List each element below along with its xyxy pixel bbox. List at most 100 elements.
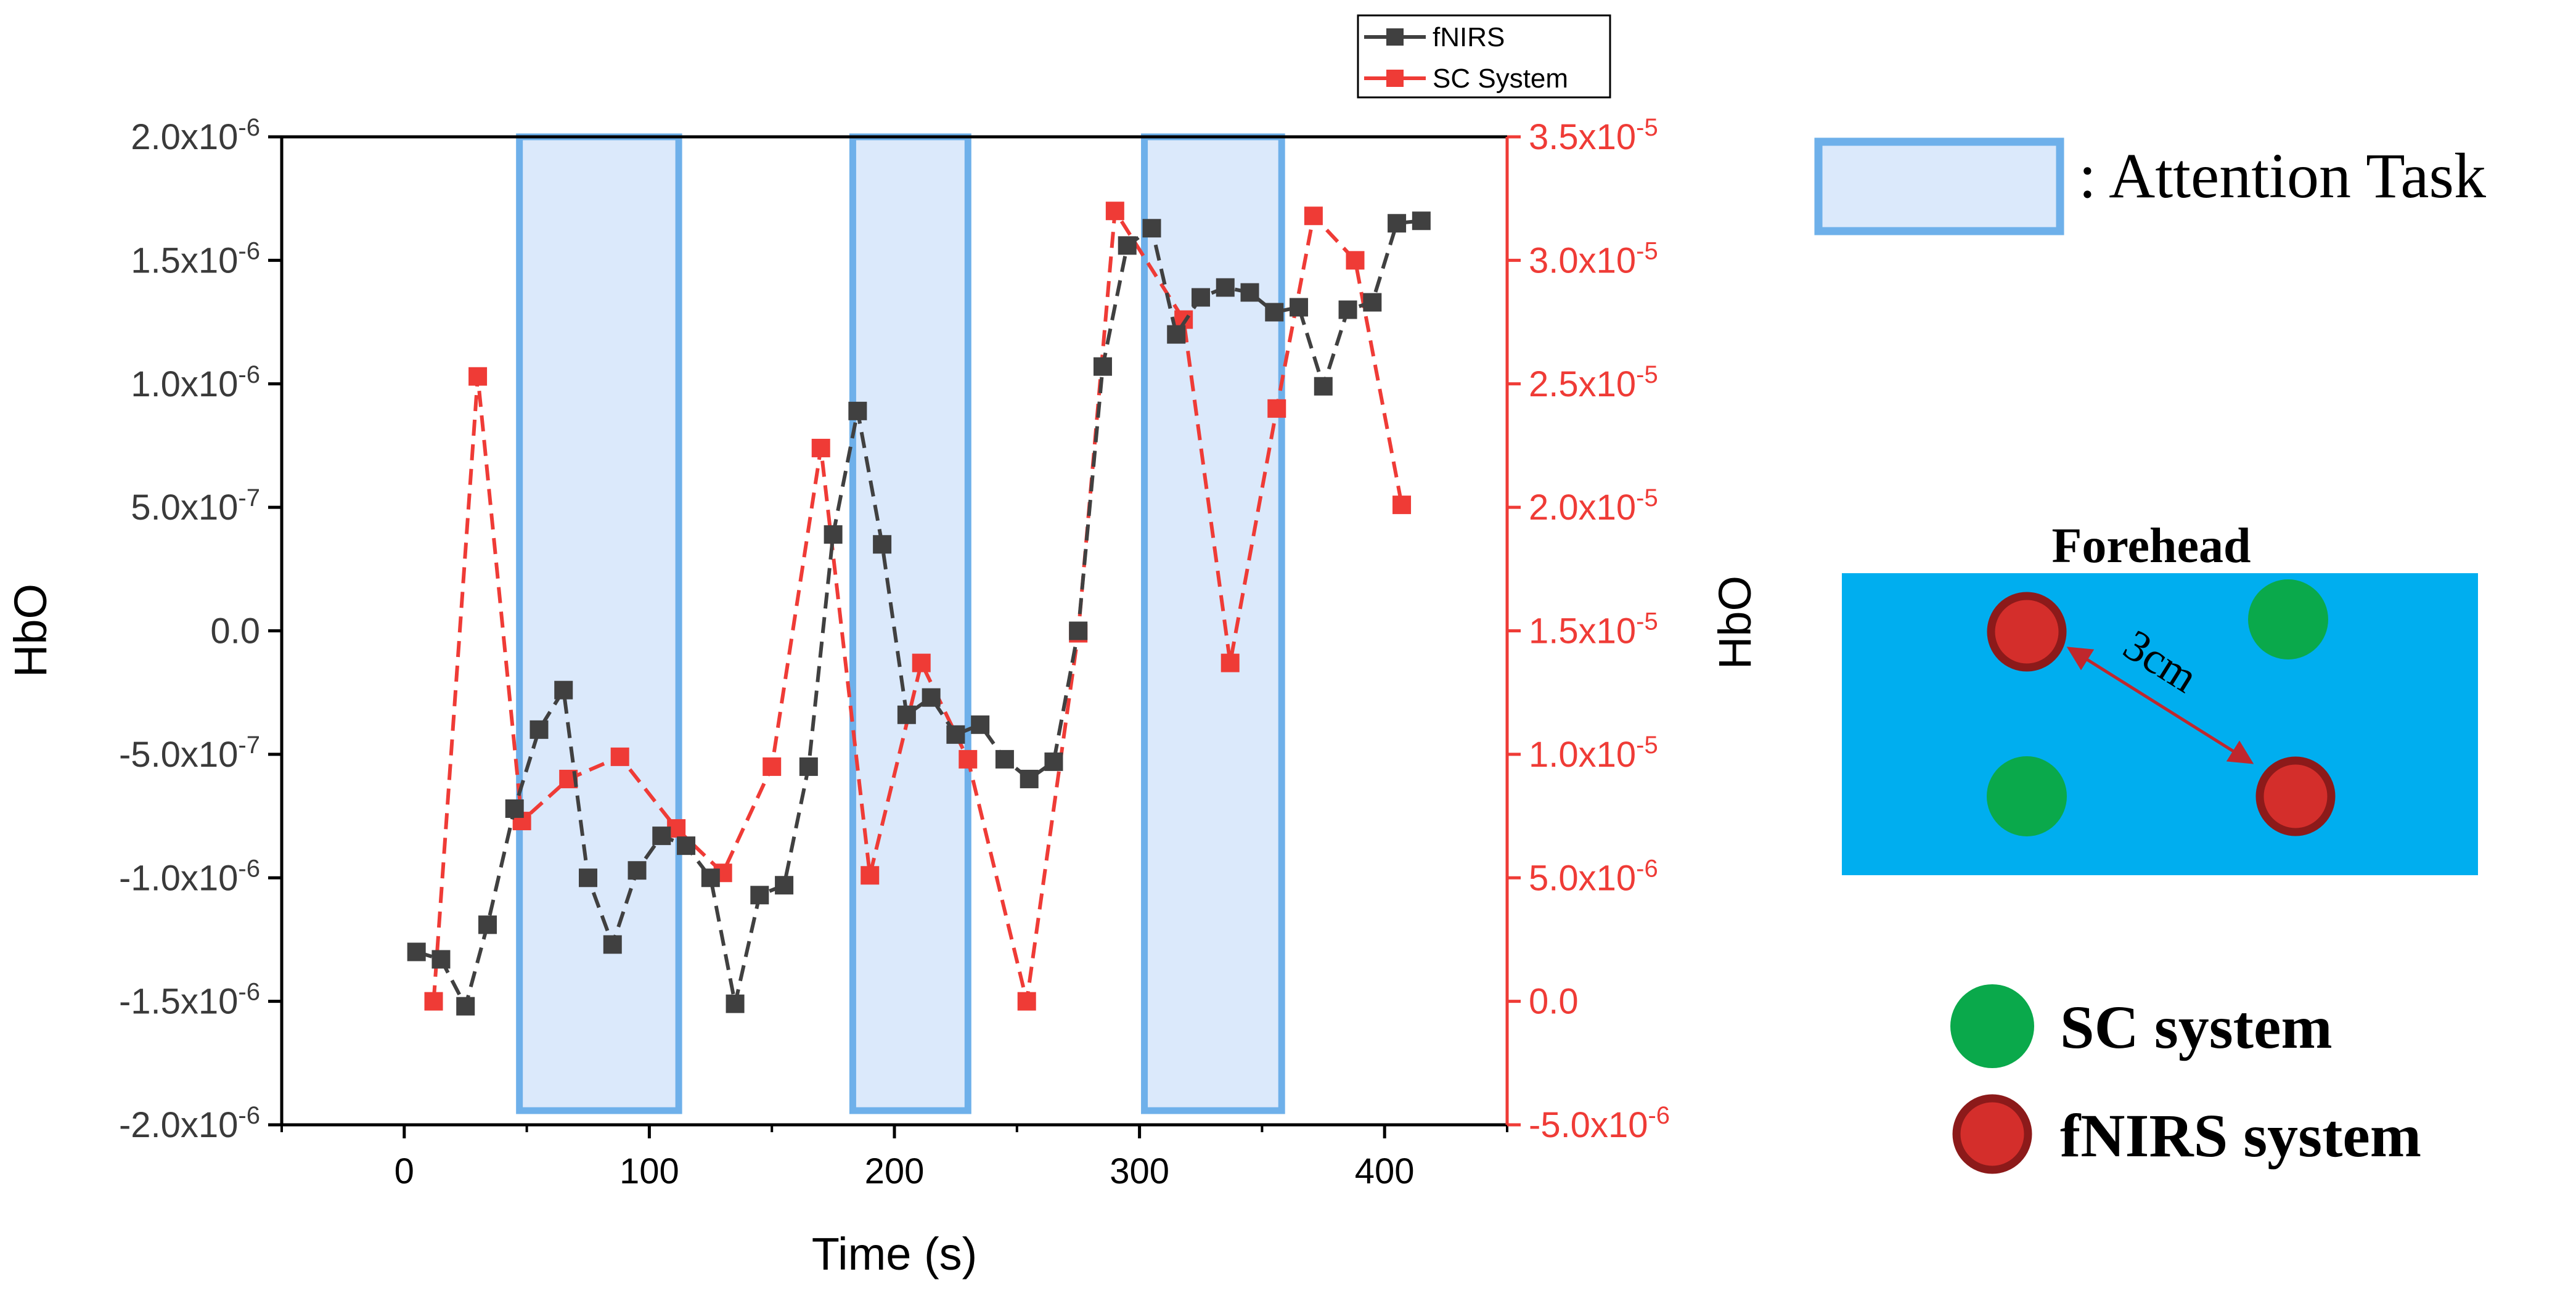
fnirs-point	[922, 688, 941, 707]
x-tick-label: 300	[1110, 1151, 1169, 1191]
fnirs-point	[1192, 288, 1210, 307]
left-y-axis-ticks: 2.0x10-6 1.5x10-6 1.0x10-6 5.0x10-7 0.0 -5.0x…	[119, 114, 282, 1145]
fnirs-point	[1265, 303, 1284, 322]
left-y-axis-title: HbO	[5, 584, 56, 677]
sc-system-point	[959, 749, 978, 769]
fnirs-point	[478, 915, 497, 934]
legend-item-sc-system: SC System	[1364, 63, 1568, 94]
fnirs-point	[848, 401, 867, 420]
sc-system-point	[1017, 992, 1036, 1011]
fnirs-point	[1412, 211, 1431, 231]
fnirs-point	[775, 876, 794, 895]
fnirs-point	[530, 720, 549, 739]
legend-item-fnirs: fNIRS	[1364, 22, 1505, 52]
right-y-axis-ticks: 3.5x10-5 3.0x10-5 2.5x10-5 2.0x10-5 1.5x10-5…	[1507, 114, 1670, 1145]
left-y-tick-label: -1.0x10-6	[119, 855, 260, 898]
fnirs-point	[554, 680, 573, 700]
sc-system-legend-dot	[1950, 984, 2034, 1068]
fnirs-point	[1363, 293, 1382, 312]
fnirs-point	[1020, 769, 1039, 788]
fnirs-sensor-dot	[2255, 756, 2336, 836]
fnirs-system-legend-label: fNIRS system	[2060, 1101, 2421, 1170]
forehead-label: Forehead	[2052, 519, 2251, 573]
sc-sensor-dot	[2248, 579, 2328, 659]
left-y-tick-label: 1.0x10-6	[131, 361, 260, 404]
left-y-tick-label: 2.0x10-6	[131, 114, 260, 157]
sc-system-point	[763, 757, 782, 776]
distance-arrow	[2066, 647, 2254, 764]
attention-task-region	[849, 133, 971, 1114]
fnirs-point	[1142, 219, 1161, 238]
fnirs-point	[1069, 621, 1088, 640]
right-y-tick-label: 3.0x10-5	[1529, 237, 1658, 280]
fnirs-point	[1044, 752, 1063, 771]
left-y-tick-label: 5.0x10-7	[131, 484, 260, 528]
fnirs-point	[1338, 300, 1357, 319]
fnirs-point	[1093, 357, 1112, 376]
fnirs-point	[897, 705, 916, 724]
sc-system-point	[610, 747, 629, 766]
fnirs-point	[407, 942, 426, 961]
sc-system-point	[1346, 251, 1365, 270]
right-y-tick-label: 1.5x10-5	[1529, 608, 1658, 651]
attention-task-key: : Attention Task	[1814, 137, 2486, 235]
right-y-tick-label: 3.5x10-5	[1529, 114, 1658, 157]
fnirs-point	[1216, 278, 1235, 297]
sc-system-point	[861, 866, 880, 885]
chart-legend: fNIRS SC System	[1357, 14, 1611, 99]
sensor-legend: SC system fNIRS system	[1950, 984, 2421, 1174]
fnirs-point	[505, 799, 524, 818]
fnirs-point	[1167, 325, 1186, 344]
fnirs-point	[726, 994, 745, 1013]
fnirs-point	[431, 950, 451, 969]
fnirs-point	[1118, 236, 1137, 255]
left-y-tick-label: 0.0	[210, 611, 260, 651]
x-axis-title: Time (s)	[812, 1228, 978, 1280]
fnirs-point	[946, 725, 965, 744]
fnirs-point	[750, 886, 769, 905]
fnirs-point	[1314, 377, 1333, 396]
fnirs-point	[1388, 214, 1407, 233]
sc-system-point	[424, 992, 443, 1011]
fnirs-line	[415, 219, 1422, 1011]
sc-system-point	[1267, 399, 1286, 418]
annotation-panel: : Attention Task Forehead 3cm SC system …	[1814, 137, 2486, 1174]
right-y-axis-title: HbO	[1709, 576, 1760, 669]
sc-system-point	[1392, 496, 1412, 515]
left-y-tick-label: 1.5x10-6	[131, 237, 260, 280]
right-y-tick-label: 1.0x10-5	[1529, 732, 1658, 775]
sc-system-point	[1304, 206, 1323, 226]
fnirs-point	[824, 525, 843, 544]
fnirs-point	[1240, 283, 1259, 302]
right-y-tick-label: -5.0x10-6	[1529, 1102, 1670, 1145]
sc-system-point	[912, 653, 931, 672]
fnirs-point	[971, 715, 990, 734]
right-y-tick-label: 2.5x10-5	[1529, 361, 1658, 404]
legend-sc-label: SC System	[1433, 63, 1568, 94]
legend-fnirs-label: fNIRS	[1433, 22, 1505, 52]
attention-task-regions	[516, 133, 1285, 1114]
fnirs-point	[995, 749, 1014, 769]
sc-system-point	[811, 438, 830, 457]
x-tick-label: 200	[865, 1151, 925, 1191]
fnirs-point	[652, 827, 671, 846]
right-y-tick-label: 5.0x10-6	[1529, 855, 1658, 898]
fnirs-point	[456, 997, 475, 1016]
series-sc-system	[424, 202, 1412, 1011]
forehead-diagram: Forehead 3cm	[1842, 519, 2478, 875]
fnirs-point	[628, 861, 647, 880]
fnirs-point	[579, 868, 597, 888]
fnirs-point	[873, 535, 892, 554]
fnirs-point	[677, 836, 696, 855]
left-y-tick-label: -1.5x10-6	[119, 979, 260, 1022]
sc-system-point	[468, 367, 488, 386]
fnirs-point	[701, 868, 720, 888]
attention-task-region	[516, 133, 682, 1114]
x-axis-ticks: 0 100 200 300 400	[280, 1125, 1508, 1191]
left-y-tick-label: -2.0x10-6	[119, 1102, 260, 1145]
forehead-area	[1842, 573, 2478, 875]
series-fnirs	[407, 211, 1431, 1016]
sc-system-point	[1105, 202, 1124, 221]
fnirs-point	[1290, 298, 1309, 317]
